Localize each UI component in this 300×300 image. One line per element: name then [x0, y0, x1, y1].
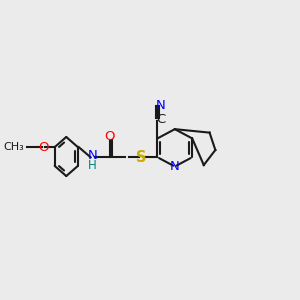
Text: N: N	[156, 99, 166, 112]
Text: O: O	[104, 130, 115, 143]
Text: O: O	[38, 141, 48, 154]
Text: H: H	[88, 159, 97, 172]
Text: CH₃: CH₃	[4, 142, 24, 152]
Text: S: S	[136, 150, 147, 165]
Text: C: C	[156, 113, 166, 126]
Text: N: N	[87, 149, 97, 162]
Text: N: N	[170, 160, 180, 173]
